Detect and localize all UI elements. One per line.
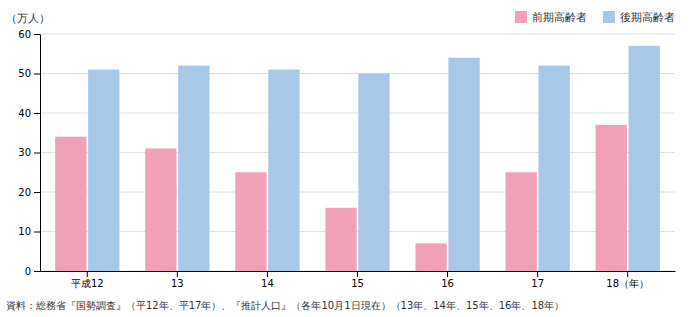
tick-mark <box>177 271 178 277</box>
tick: 60 <box>18 29 40 40</box>
tick: 40 <box>18 108 40 119</box>
tick: 50 <box>18 68 40 79</box>
bar <box>268 70 299 271</box>
tick: 17 <box>531 271 544 289</box>
tick: 16 <box>441 271 454 289</box>
bar <box>178 66 209 271</box>
plot: 0 10 20 30 40 50 60 平成12 13 14 15 16 17 18（年） <box>18 29 675 289</box>
legend-item: 前期高齢者 <box>515 11 587 24</box>
tick: 0 <box>25 266 40 277</box>
tick-mark <box>34 271 40 272</box>
tick-mark <box>34 34 40 35</box>
tick-mark <box>357 271 358 277</box>
bar <box>88 70 119 271</box>
tick: 18（年） <box>606 271 649 289</box>
tick-mark <box>537 271 538 277</box>
bar <box>629 46 660 271</box>
tick: 20 <box>18 187 40 198</box>
tick-label: 平成12 <box>71 278 104 289</box>
legend-swatch <box>515 11 527 23</box>
tick: 14 <box>261 271 274 289</box>
tick-mark <box>34 153 40 154</box>
grid-line <box>40 34 675 35</box>
axis-line <box>40 35 41 272</box>
legend: 前期高齢者 後期高齢者 <box>515 11 675 24</box>
tick-label: 16 <box>441 278 454 289</box>
tick-label: 10 <box>18 226 31 237</box>
tick-mark <box>34 113 40 114</box>
tick: 30 <box>18 147 40 158</box>
grid <box>40 34 675 271</box>
tick-mark <box>34 232 40 233</box>
legend-swatch <box>603 11 615 23</box>
grid-line <box>40 231 675 232</box>
grid-line <box>40 152 675 153</box>
tick-mark <box>87 271 88 277</box>
tick-label: 20 <box>18 187 31 198</box>
bar <box>448 58 479 271</box>
tick-label: 40 <box>18 108 31 119</box>
bar <box>596 125 627 271</box>
grid-line <box>40 113 675 114</box>
tick-mark <box>34 192 40 193</box>
bar <box>538 66 569 271</box>
y-axis-label: （万人） <box>6 12 50 25</box>
tick-label: 13 <box>171 278 184 289</box>
bars <box>55 46 660 271</box>
tick-label: 30 <box>18 147 31 158</box>
tick-mark <box>34 74 40 75</box>
y-axis: 0 10 20 30 40 50 60 <box>18 29 40 277</box>
grid-line <box>40 192 675 193</box>
bar <box>145 149 176 271</box>
tick-label: 18（年） <box>606 278 649 289</box>
tick-mark <box>267 271 268 277</box>
tick: 平成12 <box>71 271 104 289</box>
legend-label: 後期高齢者 <box>620 11 675 24</box>
tick: 13 <box>171 271 184 289</box>
tick-label: 15 <box>351 278 364 289</box>
tick-mark <box>447 271 448 277</box>
tick-label: 17 <box>531 278 544 289</box>
tick-mark <box>627 271 628 277</box>
x-axis: 平成12 13 14 15 16 17 18（年） <box>41 271 676 289</box>
tick-label: 50 <box>18 68 31 79</box>
tick-label: 60 <box>18 29 31 40</box>
bar <box>415 243 446 271</box>
bar <box>325 208 356 271</box>
tick-label: 0 <box>25 266 31 277</box>
caption: 資料：総務省『国勢調査』（平12年、平17年）、『推計人口』（各年10月1日現在… <box>6 300 564 311</box>
tick: 15 <box>351 271 364 289</box>
legend-label: 前期高齢者 <box>532 11 587 24</box>
bar-series <box>88 46 660 271</box>
grid-line <box>40 73 675 74</box>
legend-item: 後期高齢者 <box>603 11 675 24</box>
bar <box>235 172 266 271</box>
bar <box>55 137 86 271</box>
bar <box>506 172 537 271</box>
chart: 0 10 20 30 40 50 60 平成12 13 14 15 16 17 18（年） （万人） 前期高齢… <box>0 0 691 317</box>
tick: 10 <box>18 226 40 237</box>
bar <box>358 74 389 272</box>
tick-label: 14 <box>261 278 274 289</box>
